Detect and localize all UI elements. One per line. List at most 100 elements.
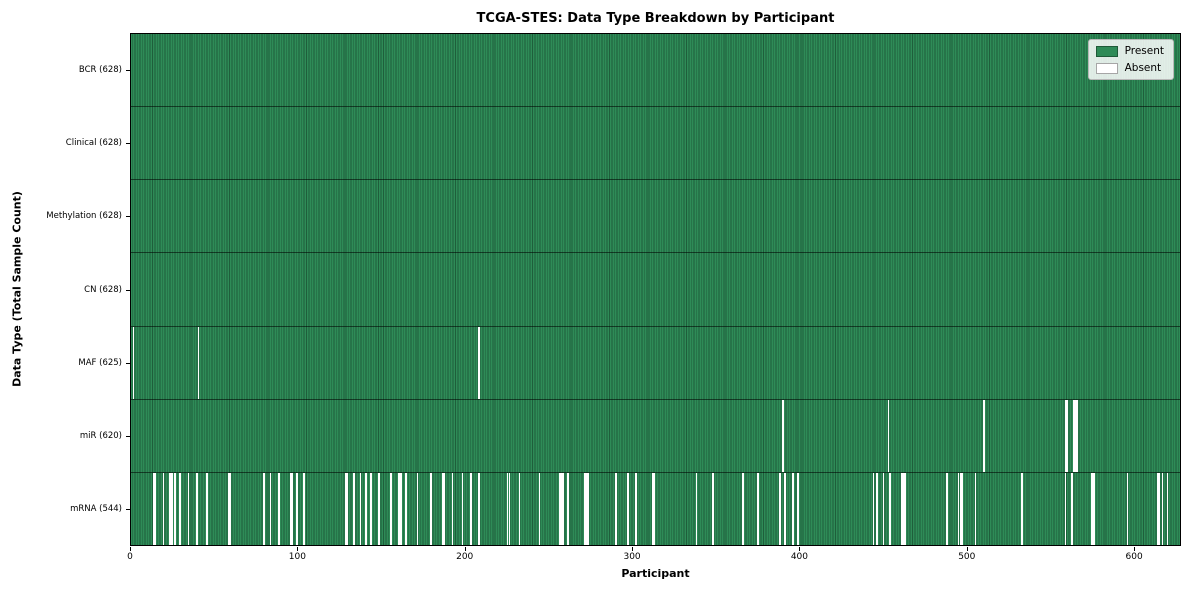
y-tick-label: Methylation (628) — [46, 211, 122, 222]
x-axis-label: Participant — [621, 567, 690, 580]
absent-mark — [961, 472, 963, 545]
absent-mark — [627, 472, 629, 545]
absent-mark — [227, 472, 230, 545]
row-maf — [131, 325, 1180, 399]
x-tick-label: 400 — [790, 552, 809, 562]
absent-mark — [162, 472, 165, 545]
y-tick-mark — [126, 289, 130, 291]
legend-label-absent: Absent — [1124, 62, 1162, 74]
absent-mark — [429, 472, 432, 545]
absent-mark — [461, 472, 464, 545]
absent-mark — [441, 472, 444, 545]
absent-mark — [197, 326, 200, 399]
row-clinical — [131, 106, 1180, 180]
absent-mark — [560, 472, 562, 545]
row-bcr — [131, 34, 1180, 107]
absent-mark — [784, 472, 786, 545]
absent-mark — [296, 472, 299, 545]
absent-mark — [169, 472, 172, 545]
absent-mark — [1158, 472, 1160, 545]
absent-mark — [585, 472, 587, 545]
absent-mark — [1156, 472, 1159, 545]
absent-mark — [946, 472, 948, 545]
absent-mark — [506, 472, 509, 545]
absent-mark — [566, 472, 569, 545]
y-tick-mark — [126, 142, 130, 144]
absent-mark — [974, 472, 977, 545]
absent-mark — [957, 472, 960, 545]
absent-mark — [1091, 472, 1094, 545]
x-tick-mark — [464, 547, 466, 551]
absent-mark — [782, 399, 785, 472]
absent-mark — [902, 472, 905, 545]
absent-mark — [229, 472, 232, 545]
absent-mark — [757, 472, 760, 545]
absent-mark — [712, 472, 714, 545]
chart-title: TCGA-STES: Data Type Breakdown by Partic… — [476, 11, 835, 26]
y-tick-label: MAF (625) — [78, 357, 122, 368]
absent-mark — [982, 399, 985, 472]
absent-mark — [1093, 472, 1095, 545]
absent-mark — [1073, 399, 1075, 472]
y-tick-mark — [126, 362, 130, 364]
x-tick-mark — [130, 547, 131, 551]
absent-mark — [478, 472, 481, 545]
absent-mark — [179, 472, 182, 545]
y-tick-label: Clinical (628) — [65, 137, 122, 148]
absent-mark — [398, 472, 400, 545]
x-tick-label: 100 — [288, 552, 306, 562]
absent-mark — [389, 472, 392, 545]
absent-mark — [652, 472, 654, 545]
row-methylation — [131, 179, 1180, 253]
absent-mark — [558, 472, 561, 545]
absent-mark — [901, 472, 903, 545]
present-swatch — [1095, 45, 1118, 57]
x-tick-mark — [632, 547, 634, 551]
row-mrna — [131, 471, 1180, 545]
absent-mark — [187, 472, 190, 545]
absent-mark — [561, 472, 564, 545]
row-mir — [131, 398, 1180, 472]
absent-mark — [416, 472, 419, 545]
legend: Present Absent — [1087, 39, 1174, 80]
absent-mark — [635, 472, 638, 545]
absent-mark — [508, 472, 511, 545]
absent-mark — [904, 472, 907, 545]
legend-entry-present: Present — [1095, 45, 1164, 57]
absent-mark — [615, 472, 618, 545]
absent-mark — [1166, 472, 1169, 545]
absent-mark — [364, 472, 367, 545]
x-tick-mark — [799, 547, 801, 551]
y-tick-mark — [126, 69, 130, 71]
absent-mark — [889, 472, 891, 545]
absent-mark — [346, 472, 349, 545]
x-tick-label: 600 — [1125, 552, 1143, 562]
absent-mark — [742, 472, 745, 545]
absent-mark — [154, 472, 157, 545]
legend-entry-absent: Absent — [1095, 62, 1164, 74]
absent-mark — [1126, 472, 1129, 545]
absent-mark — [353, 472, 355, 545]
absent-mark — [959, 472, 962, 545]
absent-mark — [369, 472, 372, 545]
absent-mark — [518, 472, 521, 545]
x-tick-mark — [966, 547, 968, 551]
x-tick-mark — [1134, 547, 1136, 551]
legend-label-present: Present — [1124, 45, 1164, 57]
y-tick-label: BCR (628) — [78, 64, 122, 75]
x-tick-label: 0 — [127, 552, 133, 562]
absent-mark — [289, 472, 292, 545]
absent-mark — [196, 472, 198, 545]
absent-mark — [583, 472, 586, 545]
absent-mark — [1021, 472, 1023, 545]
absent-mark — [887, 399, 890, 472]
absent-mark — [269, 472, 272, 545]
y-tick-label: miR (620) — [79, 431, 122, 442]
absent-mark — [404, 472, 407, 545]
plot-area: Present Absent — [130, 33, 1181, 546]
absent-mark — [399, 472, 402, 545]
absent-mark — [875, 472, 878, 545]
absent-mark — [262, 472, 265, 545]
absent-mark — [1064, 399, 1067, 472]
